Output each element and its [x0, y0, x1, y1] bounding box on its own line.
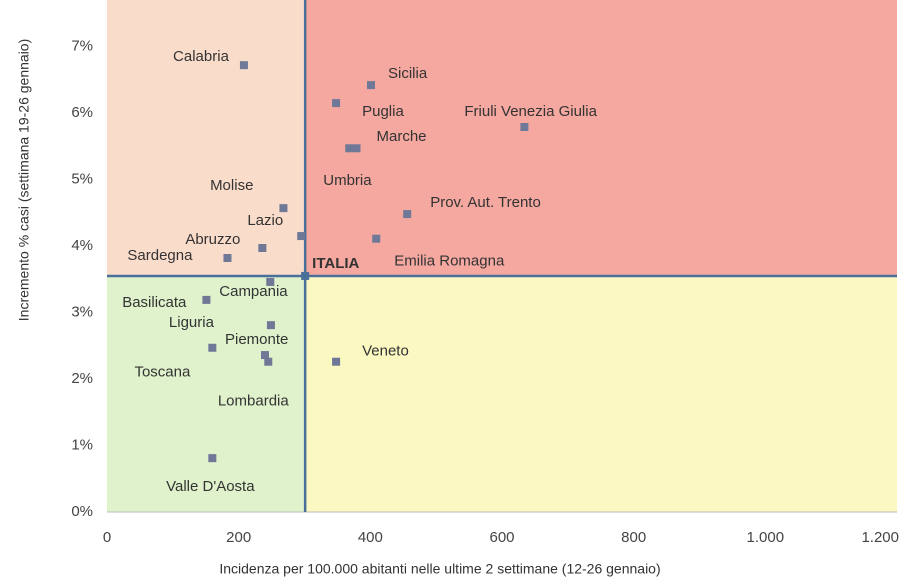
- point: [202, 295, 211, 304]
- point: [372, 234, 381, 243]
- y-axis-title: Incremento % casi (settimana 19-26 genna…: [16, 39, 32, 321]
- x-tick-label: 400: [358, 529, 383, 546]
- point-label: Lazio: [247, 212, 283, 229]
- y-tick-label: 2%: [71, 370, 93, 387]
- quadrant: [305, 0, 897, 276]
- point-label: Calabria: [173, 48, 230, 65]
- point: [332, 357, 341, 366]
- point-label: Prov. Aut. Trento: [430, 194, 541, 211]
- point: [297, 232, 306, 241]
- x-tick-label: 800: [621, 529, 646, 546]
- quadrant: [107, 275, 306, 512]
- quadrant: [305, 275, 897, 512]
- y-tick-label: 4%: [71, 237, 93, 254]
- point: [332, 99, 341, 108]
- point-label: Abruzzo: [185, 231, 240, 248]
- point: [366, 81, 375, 90]
- x-tick-label: 1.000: [747, 529, 785, 546]
- x-tick-label: 600: [489, 529, 514, 546]
- point-label: Liguria: [169, 314, 215, 331]
- point: [223, 253, 232, 262]
- point: [279, 204, 288, 213]
- point-label: Toscana: [134, 364, 191, 381]
- x-tick-label: 1.200: [861, 529, 899, 546]
- point-label: Emilia Romagna: [394, 253, 505, 270]
- point: [258, 244, 267, 253]
- x-tick-label: 0: [103, 529, 111, 546]
- point-label: Sicilia: [388, 65, 428, 82]
- point: [520, 123, 529, 132]
- point: [261, 351, 269, 360]
- point-label: Marche: [377, 128, 427, 145]
- x-tick-label: 200: [226, 529, 251, 546]
- x-axis-title: Incidenza per 100.000 abitanti nelle ult…: [219, 561, 660, 577]
- point-label: Valle D'Aosta: [166, 478, 255, 495]
- point-label: Veneto: [362, 343, 409, 360]
- point-label: Basilicata: [122, 294, 187, 311]
- point-label: Lombardia: [218, 393, 290, 410]
- point-label: Campania: [219, 283, 288, 300]
- point-label: Friuli Venezia Giulia: [464, 103, 597, 120]
- point-label: Molise: [210, 177, 253, 194]
- y-tick-label: 6%: [71, 104, 93, 121]
- y-tick-label: 5%: [71, 171, 93, 188]
- point: [266, 321, 275, 330]
- point-label: Piemonte: [225, 331, 288, 348]
- point-label: Puglia: [362, 103, 404, 120]
- point: [352, 144, 361, 153]
- y-tick-label: 7%: [71, 38, 93, 55]
- point-label: Umbria: [323, 172, 372, 189]
- point: [264, 357, 273, 366]
- y-tick-label: 0%: [71, 503, 93, 520]
- y-tick-label: 1%: [71, 436, 93, 453]
- point: [403, 210, 412, 219]
- point-label: Sardegna: [127, 247, 193, 264]
- point: [345, 144, 354, 153]
- point: [208, 454, 217, 463]
- point: [239, 61, 248, 70]
- reference-point: [301, 271, 310, 280]
- y-tick-label: 3%: [71, 303, 93, 320]
- reference-label: ITALIA: [312, 255, 359, 272]
- quadrant: [107, 0, 306, 276]
- point: [266, 277, 275, 286]
- point: [208, 343, 217, 352]
